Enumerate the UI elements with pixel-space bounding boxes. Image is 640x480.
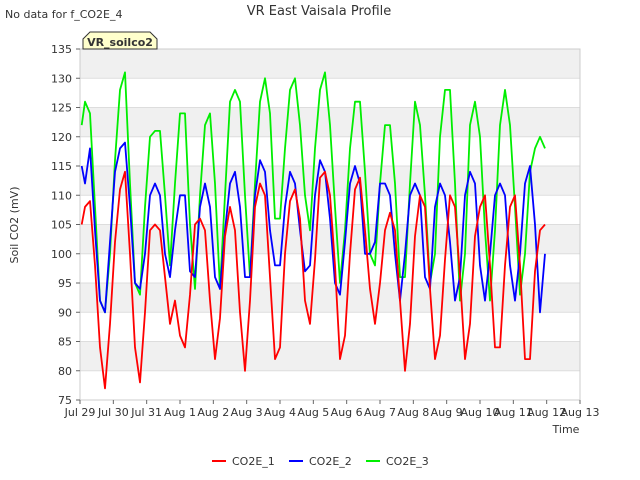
series-lines — [80, 71, 546, 390]
x-tick-label: Aug 7 — [364, 406, 396, 419]
legend-label: CO2E_2 — [309, 455, 352, 468]
y-tick-label: 100 — [51, 248, 72, 261]
legend: CO2E_1 CO2E_2 CO2E_3 — [212, 455, 429, 468]
y-tick-label: 120 — [51, 131, 72, 144]
x-tick-label: Jul 29 — [64, 406, 96, 419]
site-label: VR_soilco2 — [87, 36, 153, 49]
y-tick-label: 90 — [58, 306, 72, 319]
y-axis: 75 80 85 90 95 100 105 110 115 120 125 130 135 — [51, 43, 80, 407]
x-tick-label: Aug 5 — [297, 406, 329, 419]
x-tick-label: Aug 1 — [164, 406, 196, 419]
legend-label: CO2E_3 — [386, 455, 429, 468]
grid-band — [80, 312, 580, 342]
x-tick-label: Aug 11 — [494, 406, 533, 419]
y-tick-label: 110 — [51, 189, 72, 202]
site-label-box: VR_soilco2 — [82, 31, 158, 50]
legend-item-co2e-1: CO2E_1 — [212, 455, 275, 468]
x-tick-label: Aug 6 — [331, 406, 363, 419]
y-tick-label: 95 — [58, 277, 72, 290]
grid-band — [80, 341, 580, 371]
grid-band — [80, 78, 580, 108]
y-tick-label: 75 — [58, 394, 72, 407]
x-tick-label: Aug 3 — [231, 406, 263, 419]
x-tick-label: Aug 2 — [197, 406, 229, 419]
status-message: No data for f_CO2E_4 — [5, 8, 123, 21]
x-tick-label: Aug 12 — [527, 406, 566, 419]
x-tick-label: Aug 13 — [561, 406, 600, 419]
x-tick-label: Aug 4 — [264, 406, 296, 419]
y-tick-label: 130 — [51, 72, 72, 85]
x-tick-label: Aug 8 — [397, 406, 429, 419]
y-tick-label: 80 — [58, 365, 72, 378]
y-tick-label: 115 — [51, 160, 72, 173]
x-tick-label: Jul 30 — [97, 406, 129, 419]
grid-band — [80, 136, 580, 166]
y-tick-label: 125 — [51, 102, 72, 115]
chart-title: VR East Vaisala Profile — [247, 4, 392, 19]
legend-label: CO2E_1 — [232, 455, 275, 468]
grid-band — [80, 283, 580, 313]
series-line-co2e-3 — [80, 71, 546, 314]
grid-band — [80, 166, 580, 196]
legend-item-co2e-3: CO2E_3 — [366, 455, 429, 468]
x-tick-label: Aug 10 — [461, 406, 500, 419]
x-tick-label: Aug 9 — [431, 406, 463, 419]
x-tick-label: Jul 31 — [130, 406, 162, 419]
y-tick-label: 85 — [58, 336, 72, 349]
grid-band — [80, 49, 580, 79]
y-tick-label: 135 — [51, 43, 72, 56]
x-axis-label: Time — [552, 423, 580, 436]
series-line-co2e-1 — [80, 170, 546, 390]
series-line-co2e-2 — [80, 141, 546, 314]
x-axis: Jul 29 Jul 30 Jul 31 Aug 1 Aug 2 Aug 3 Aug 4 Au… — [64, 400, 600, 419]
grid-band — [80, 370, 580, 400]
legend-item-co2e-2: CO2E_2 — [289, 455, 352, 468]
y-tick-label: 105 — [51, 219, 72, 232]
y-axis-label: Soil CO2 (mV) — [8, 187, 21, 264]
